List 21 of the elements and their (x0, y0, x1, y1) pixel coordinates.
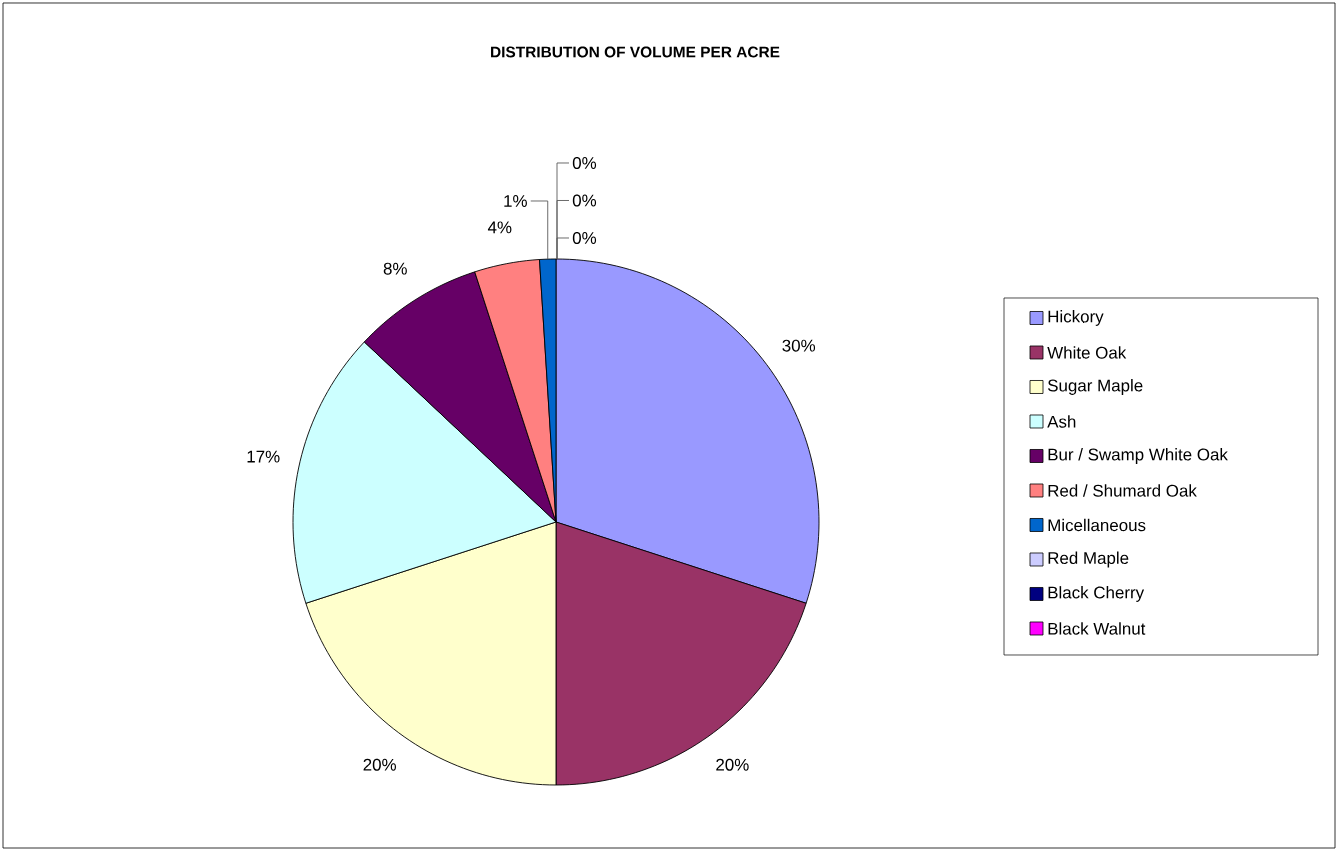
legend-label: Hickory (1048, 310, 1104, 326)
data-label: 8% (383, 262, 407, 275)
legend-label: Black Cherry (1048, 586, 1145, 602)
chart-title: DISTRIBUTION OF VOLUME PER ACRE (491, 46, 780, 58)
legend-label: Black Walnut (1048, 622, 1146, 635)
data-label: 30% (782, 339, 816, 352)
data-label: 20% (716, 758, 749, 771)
data-label: 1% (504, 195, 527, 207)
legend-label: White Oak (1047, 346, 1127, 359)
legend-label: Sugar Maple (1047, 379, 1143, 395)
legend-label: Red / Shumard Oak (1048, 484, 1197, 497)
legend-label: Bur / Swamp White Oak (1048, 448, 1228, 464)
text: 0% (572, 156, 597, 169)
data-label: 20% (363, 758, 396, 771)
legend-label: Micellaneous (1048, 518, 1146, 532)
legend-label: Ash (1047, 415, 1076, 428)
data-label: 17% (247, 450, 280, 463)
data-label: 4% (487, 221, 512, 234)
text: 0% (572, 194, 597, 207)
text: 0% (572, 231, 597, 244)
legend-label: Red Maple (1048, 551, 1129, 568)
